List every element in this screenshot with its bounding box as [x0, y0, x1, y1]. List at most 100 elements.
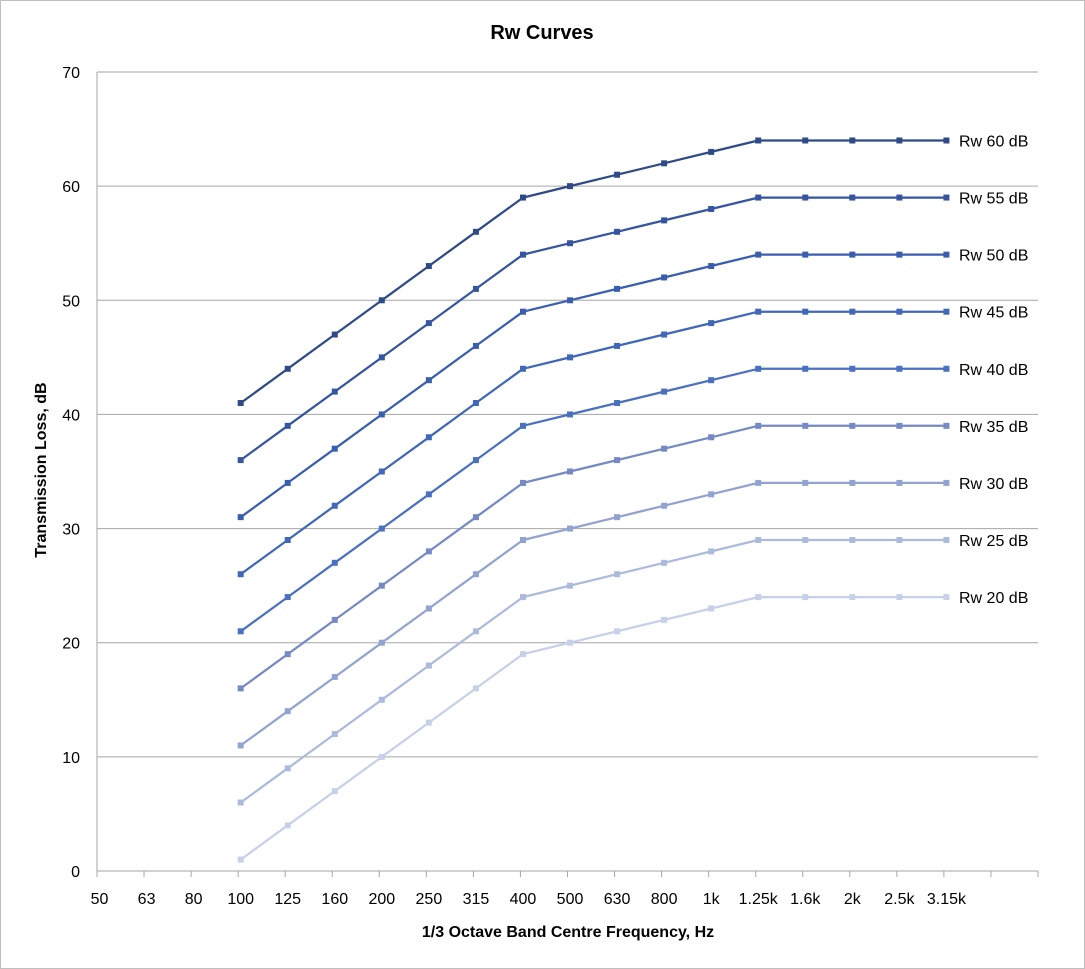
series-label: Rw 40 dB: [959, 362, 1028, 379]
data-point: [802, 479, 809, 486]
data-point: [567, 297, 574, 304]
data-point: [472, 400, 479, 407]
data-point: [519, 536, 526, 543]
data-point: [378, 639, 385, 646]
data-point: [567, 411, 574, 418]
x-tick-label: 1.25k: [739, 891, 779, 908]
y-tick-label: 60: [62, 179, 80, 196]
data-point: [849, 137, 856, 144]
series-lines: [237, 137, 950, 863]
data-point: [849, 365, 856, 372]
series-line-2: [240, 253, 947, 519]
series-label: Rw 20 dB: [959, 590, 1028, 607]
data-point: [614, 285, 621, 292]
x-tick-label: 2.5k: [884, 891, 915, 908]
data-point: [849, 594, 856, 601]
data-point: [472, 228, 479, 235]
data-point: [943, 422, 950, 429]
x-tick-label: 400: [510, 891, 537, 908]
data-point: [896, 594, 903, 601]
data-point: [378, 411, 385, 418]
data-point: [378, 582, 385, 589]
series-line-5: [240, 424, 947, 690]
data-point: [567, 582, 574, 589]
data-point: [755, 194, 762, 201]
x-tick-label: 200: [368, 891, 395, 908]
data-point: [567, 525, 574, 532]
data-point: [331, 502, 338, 509]
data-point: [519, 651, 526, 658]
data-point: [661, 616, 668, 623]
x-tick-label: 2k: [844, 891, 862, 908]
data-point: [896, 308, 903, 315]
data-point: [472, 571, 479, 578]
data-point: [802, 536, 809, 543]
data-point: [802, 137, 809, 144]
y-tick-label: 10: [62, 750, 80, 767]
x-tick-label: 160: [321, 891, 348, 908]
data-point: [284, 536, 291, 543]
axes: 0 10 20 30 40 50 60 70 50 63 80 100 125 160 200 250 315 4…: [62, 65, 1039, 908]
data-point: [567, 468, 574, 475]
data-point: [425, 548, 432, 555]
data-point: [708, 605, 715, 612]
series-label: Rw 60 dB: [959, 133, 1028, 150]
data-point: [802, 422, 809, 429]
data-point: [237, 514, 244, 521]
data-point: [943, 137, 950, 144]
series-label: Rw 35 dB: [959, 419, 1028, 436]
series-line-3: [240, 310, 947, 576]
x-tick-label: 50: [91, 891, 109, 908]
series-line-0: [240, 139, 947, 404]
y-tick-label: 0: [71, 864, 80, 881]
data-point: [331, 331, 338, 338]
data-point: [708, 205, 715, 212]
data-point: [614, 571, 621, 578]
data-point: [472, 628, 479, 635]
data-point: [661, 559, 668, 566]
data-point: [284, 594, 291, 601]
series-line-6: [240, 481, 947, 747]
data-point: [331, 788, 338, 795]
data-point: [708, 148, 715, 155]
data-point: [472, 342, 479, 349]
data-point: [943, 251, 950, 258]
data-point: [237, 628, 244, 635]
data-point: [237, 571, 244, 578]
x-tick-label: 500: [557, 891, 584, 908]
data-point: [284, 422, 291, 429]
data-point: [849, 251, 856, 258]
data-point: [284, 765, 291, 772]
data-point: [378, 354, 385, 361]
data-point: [472, 514, 479, 521]
data-point: [849, 536, 856, 543]
x-tick-label: 800: [651, 891, 678, 908]
data-point: [614, 228, 621, 235]
data-point: [284, 822, 291, 829]
data-point: [284, 479, 291, 486]
data-point: [378, 696, 385, 703]
data-point: [519, 194, 526, 201]
y-tick-label: 70: [62, 65, 80, 82]
data-point: [708, 491, 715, 498]
data-point: [661, 388, 668, 395]
data-point: [425, 377, 432, 384]
data-point: [755, 479, 762, 486]
x-tick-label: 630: [604, 891, 631, 908]
series-line-4: [240, 367, 947, 633]
data-point: [943, 594, 950, 601]
data-point: [708, 548, 715, 555]
data-point: [802, 594, 809, 601]
data-point: [378, 525, 385, 532]
data-point: [567, 240, 574, 247]
data-point: [755, 536, 762, 543]
data-point: [614, 514, 621, 521]
data-point: [237, 799, 244, 806]
chart-title: Rw Curves: [490, 22, 593, 44]
x-tick-label: 125: [274, 891, 301, 908]
data-point: [378, 468, 385, 475]
x-tick-label: 1k: [703, 891, 721, 908]
data-point: [519, 479, 526, 486]
data-point: [661, 160, 668, 167]
